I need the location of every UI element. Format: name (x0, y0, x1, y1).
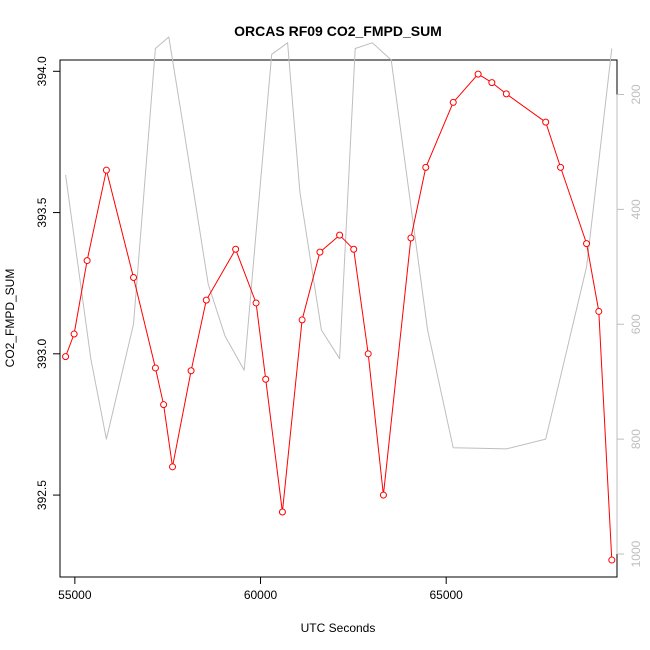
x-tick-label: 65000 (429, 588, 463, 602)
data-point (422, 163, 430, 171)
data-point (70, 330, 78, 338)
secondary-series (65, 36, 613, 450)
y-tick-label: 392.5 (35, 480, 49, 510)
data-point (583, 240, 591, 248)
data-point (407, 234, 415, 242)
y-tick-label: 393.0 (35, 338, 49, 368)
y2-tick-label: 200 (629, 84, 643, 104)
secondary-series-line (65, 36, 613, 450)
primary-series (62, 70, 616, 564)
secondary-y-axis: 200 400 600 800 1000 (616, 84, 643, 567)
x-tick-label: 55000 (58, 588, 92, 602)
data-point (298, 316, 306, 324)
data-point (169, 463, 177, 471)
data-point (557, 163, 565, 171)
data-point (102, 166, 110, 174)
data-point (316, 248, 324, 256)
data-point (542, 118, 550, 126)
y2-tick-label: 1000 (629, 540, 643, 567)
data-point (232, 245, 240, 253)
y2-tick-label: 800 (629, 429, 643, 449)
data-point (130, 274, 138, 282)
chart-title: ORCAS RF09 CO2_FMPD_SUM (234, 23, 442, 39)
x-axis-label: UTC Seconds (301, 621, 376, 635)
y-axis-label: CO2_FMPD_SUM (3, 269, 17, 368)
data-point (160, 401, 168, 409)
x-tick-label: 60000 (244, 588, 278, 602)
data-point (502, 90, 510, 98)
data-point (364, 350, 372, 358)
data-point (187, 367, 195, 375)
data-point (83, 257, 91, 265)
y-tick-label: 394.0 (35, 56, 49, 86)
data-point (62, 353, 70, 361)
data-point (336, 231, 344, 239)
data-point (488, 79, 496, 87)
y-tick-label: 393.5 (35, 197, 49, 227)
y2-tick-label: 400 (629, 199, 643, 219)
data-point (202, 296, 210, 304)
x-axis: 55000 60000 65000 (58, 576, 463, 602)
data-point (350, 245, 358, 253)
y-axis: 392.5 393.0 393.5 394.0 (35, 56, 61, 510)
data-point (595, 307, 603, 315)
data-point (278, 508, 286, 516)
y2-tick-label: 600 (629, 314, 643, 334)
data-point (262, 375, 270, 383)
data-point (252, 299, 260, 307)
data-point (449, 98, 457, 106)
data-point (608, 556, 616, 564)
data-point (151, 364, 159, 372)
data-point (474, 70, 482, 78)
data-point (379, 491, 387, 499)
